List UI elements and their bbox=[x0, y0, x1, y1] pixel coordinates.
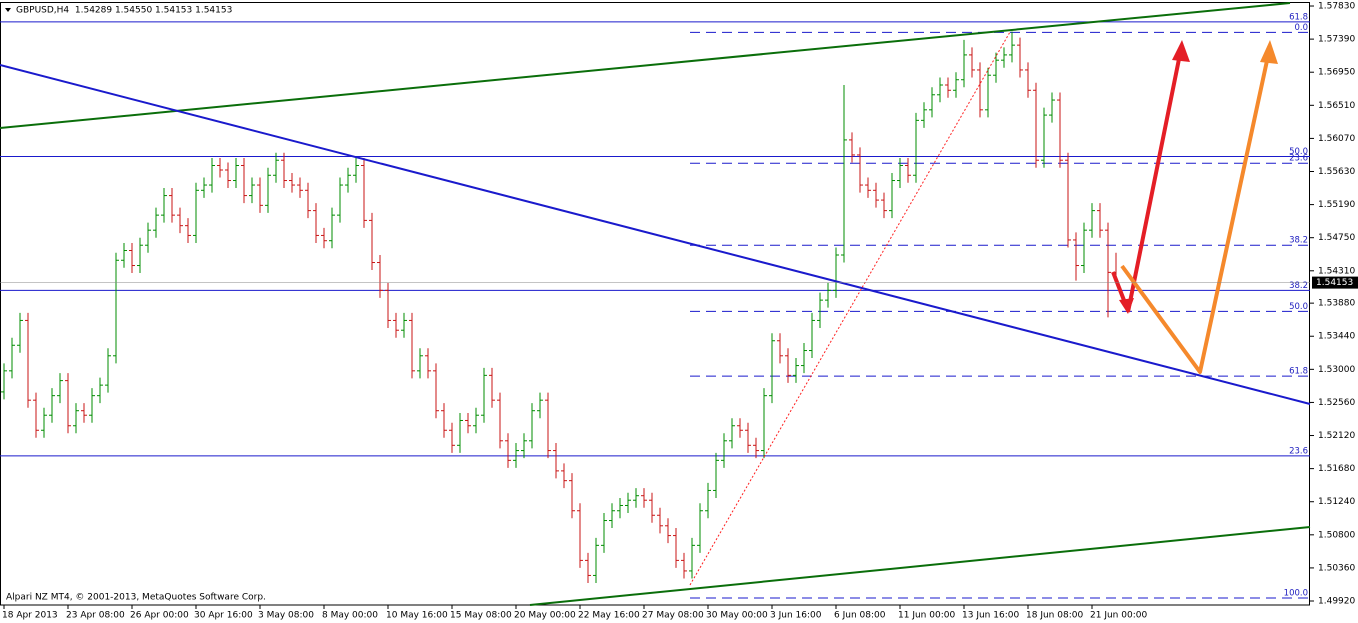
chart-title: GBPUSD,H4 1.54289 1.54550 1.54153 1.5415… bbox=[16, 6, 232, 16]
trendline bbox=[0, 64, 1311, 405]
x-tick-label: 27 May 08:00 bbox=[642, 611, 704, 621]
x-tick-label: 3 Jun 16:00 bbox=[770, 611, 822, 621]
arrowhead bbox=[1172, 40, 1190, 62]
menu-triangle[interactable] bbox=[5, 8, 11, 12]
y-tick-label: 1.54310 bbox=[1318, 266, 1355, 276]
x-tick-label: 13 Jun 16:00 bbox=[962, 611, 1019, 621]
y-tick-label: 1.57830 bbox=[1318, 2, 1355, 12]
level-label: 50.0 bbox=[1289, 147, 1308, 157]
x-tick-label: 18 Apr 2013 bbox=[2, 611, 58, 621]
y-tick-label: 1.52560 bbox=[1318, 398, 1355, 408]
y-tick-label: 1.53000 bbox=[1318, 365, 1355, 375]
x-tick-label: 23 Apr 08:00 bbox=[66, 611, 125, 621]
y-tick-label: 1.54750 bbox=[1318, 233, 1355, 243]
y-tick-label: 1.57390 bbox=[1318, 35, 1355, 45]
level-label: 23.6 bbox=[1289, 446, 1308, 456]
x-tick-label: 15 May 08:00 bbox=[450, 611, 512, 621]
levels: 61.8 50.0 38.2 23.6 0.0 23.6 38.2 50.0 61.8 100.0 bbox=[0, 12, 1310, 599]
y-tick-label: 1.56510 bbox=[1318, 101, 1355, 111]
x-tick-label: 30 Apr 16:00 bbox=[194, 611, 253, 621]
trendline bbox=[529, 526, 1311, 606]
y-tick-label: 1.52120 bbox=[1318, 431, 1355, 441]
arrow bbox=[1120, 55, 1270, 374]
level-label: 50.0 bbox=[1289, 302, 1308, 312]
x-tick-label: 6 Jun 08:00 bbox=[834, 611, 886, 621]
level-label: 61.8 bbox=[1289, 12, 1308, 22]
level-label: 23.6 bbox=[1289, 154, 1308, 164]
x-tick-label: 8 May 00:00 bbox=[322, 611, 378, 621]
y-tick-label: 1.51680 bbox=[1318, 464, 1355, 474]
x-tick-label: 20 May 00:00 bbox=[514, 611, 576, 621]
trendline bbox=[0, 2, 1291, 129]
y-tick-label: 1.49920 bbox=[1318, 597, 1355, 607]
bars bbox=[1, 31, 1119, 583]
y-tick-label: 1.55190 bbox=[1318, 200, 1355, 210]
y-tick-label: 1.55630 bbox=[1318, 167, 1355, 177]
y-tick-label: 1.50800 bbox=[1318, 530, 1355, 540]
plot-frame bbox=[0, 2, 1310, 606]
y-tick-label: 1.51240 bbox=[1318, 497, 1355, 507]
copyright: Alpari NZ MT4, © 2001-2013, MetaQuotes S… bbox=[6, 593, 266, 603]
x-tick-label: 22 May 16:00 bbox=[578, 611, 640, 621]
level-label: 38.2 bbox=[1289, 236, 1308, 246]
level-label: 0.0 bbox=[1294, 23, 1308, 33]
y-tick-label: 1.56950 bbox=[1318, 68, 1355, 78]
level-label: 61.8 bbox=[1289, 367, 1308, 377]
arrowhead bbox=[1260, 40, 1278, 64]
arrow bbox=[1126, 53, 1182, 313]
level-label: 100.0 bbox=[1284, 589, 1308, 599]
y-tick-label: 1.56070 bbox=[1318, 134, 1355, 144]
price-marker-box bbox=[1312, 276, 1358, 289]
x-tick-label: 18 Jun 08:00 bbox=[1026, 611, 1083, 621]
fib-baseline bbox=[689, 31, 1011, 586]
x-tick-label: 26 Apr 00:00 bbox=[130, 611, 189, 621]
y-tick-label: 1.50360 bbox=[1318, 563, 1355, 573]
x-tick-label: 11 Jun 00:00 bbox=[898, 611, 955, 621]
price-marker-label: 1.54153 bbox=[1316, 278, 1353, 288]
x-tick-label: 10 May 16:00 bbox=[386, 611, 448, 621]
x-tick-label: 3 May 08:00 bbox=[258, 611, 314, 621]
y-tick-label: 1.53880 bbox=[1318, 299, 1355, 309]
level-label: 38.2 bbox=[1289, 281, 1308, 291]
x-tick-label: 30 May 00:00 bbox=[706, 611, 768, 621]
x-tick-label: 21 Jun 00:00 bbox=[1090, 611, 1147, 621]
y-tick-label: 1.53440 bbox=[1318, 332, 1355, 342]
